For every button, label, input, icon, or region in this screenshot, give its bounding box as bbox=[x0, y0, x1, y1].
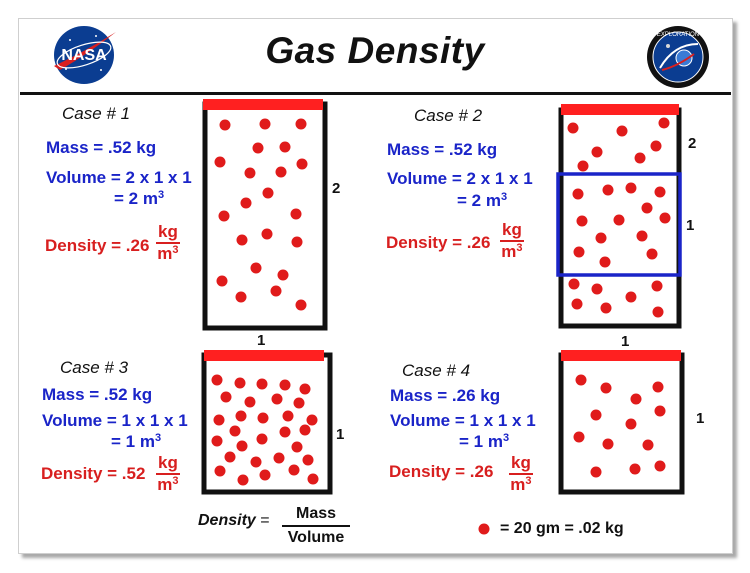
case3-height-label: 1 bbox=[336, 426, 345, 443]
case1-molecules bbox=[214, 118, 308, 311]
case3-molecules bbox=[211, 374, 319, 486]
case3-density-unit: kg m3 bbox=[156, 453, 180, 494]
molecule-legend: = 20 gm = .02 kg bbox=[500, 520, 624, 537]
case1-density-unit: kg m3 bbox=[156, 222, 180, 263]
case2-molecules bbox=[567, 117, 671, 318]
case4-density: Density = .26 bbox=[389, 462, 494, 481]
title-divider bbox=[20, 92, 731, 95]
case4-volume-result: = 1 m3 bbox=[459, 432, 510, 451]
case2-sub-height-label: 1 bbox=[686, 217, 695, 234]
case4-density-unit: kg m3 bbox=[509, 453, 533, 494]
case2-volume-result: = 2 m3 bbox=[457, 191, 508, 210]
case1-width-label: 1 bbox=[257, 332, 266, 349]
case1-volume-result: = 2 m3 bbox=[114, 189, 165, 208]
case2-width-label: 1 bbox=[621, 333, 630, 350]
case2-density: Density = .26 bbox=[386, 233, 491, 252]
case3-density: Density = .52 bbox=[41, 464, 146, 483]
formula-fraction: Mass Volume bbox=[282, 505, 350, 547]
case3-piston bbox=[204, 350, 324, 361]
case3-label: Case # 3 bbox=[60, 358, 129, 377]
case4-height-label: 1 bbox=[696, 410, 705, 427]
formula-numerator: Mass bbox=[282, 505, 350, 527]
case3-mass: Mass = .52 kg bbox=[42, 385, 153, 404]
case4-volume: Volume = 1 x 1 x 1 bbox=[390, 411, 536, 430]
case2-density-unit: kg m3 bbox=[500, 220, 524, 261]
case2-volume: Volume = 2 x 1 x 1 bbox=[387, 169, 533, 188]
case2-height-label: 2 bbox=[688, 135, 697, 152]
svg-text:NASA: NASA bbox=[61, 47, 107, 64]
legend-molecule-icon bbox=[478, 523, 490, 535]
svg-text:EXPLORATION: EXPLORATION bbox=[657, 32, 699, 38]
page-title: Gas Density bbox=[265, 30, 485, 71]
case4-mass: Mass = .26 kg bbox=[390, 386, 501, 405]
case2-mass: Mass = .52 kg bbox=[387, 140, 498, 159]
formula-lhs: Density = bbox=[198, 512, 270, 529]
case2-unit-volume-highlight bbox=[556, 172, 682, 277]
case1-height-label: 2 bbox=[332, 180, 341, 197]
case2-piston bbox=[561, 104, 679, 115]
case3-volume-result: = 1 m3 bbox=[111, 432, 162, 451]
nasa-logo: NASA bbox=[54, 26, 116, 84]
case1-density: Density = .26 bbox=[45, 236, 150, 255]
case2-label: Case # 2 bbox=[414, 106, 483, 125]
case1-volume: Volume = 2 x 1 x 1 bbox=[46, 168, 192, 187]
case1-piston bbox=[203, 99, 323, 110]
case3-volume: Volume = 1 x 1 x 1 bbox=[42, 411, 188, 430]
case1-label: Case # 1 bbox=[62, 104, 131, 123]
case4-label: Case # 4 bbox=[402, 361, 471, 380]
case1-mass: Mass = .52 kg bbox=[46, 138, 157, 157]
case4-molecules bbox=[573, 374, 666, 478]
case4-piston bbox=[561, 350, 681, 361]
formula-denominator: Volume bbox=[287, 529, 345, 546]
exploration-logo: EXPLORATION bbox=[647, 26, 709, 88]
case4-container bbox=[558, 350, 685, 495]
